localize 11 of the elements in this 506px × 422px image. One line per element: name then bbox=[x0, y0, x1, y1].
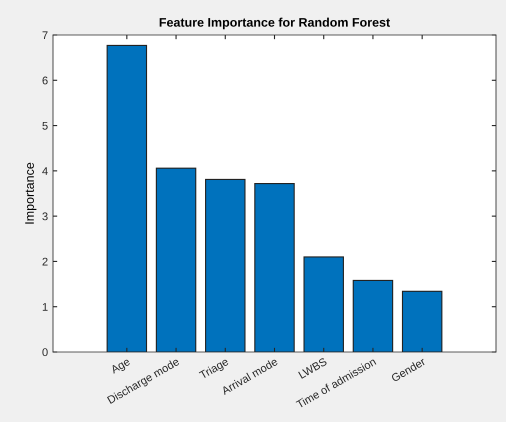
y-tick-label: 5 bbox=[42, 122, 48, 130]
y-tick-label: 3 bbox=[42, 212, 48, 220]
y-tick-label: 7 bbox=[42, 31, 48, 40]
chart-title: Feature Importance for Random Forest bbox=[160, 18, 390, 30]
y-tick-label: 2 bbox=[42, 258, 48, 266]
y-tick-label: 1 bbox=[42, 303, 48, 311]
y-tick-label: 0 bbox=[42, 348, 48, 356]
y-tick-label: 6 bbox=[42, 76, 48, 84]
y-tick-label: 4 bbox=[42, 167, 48, 175]
y-axis-title: Importance bbox=[25, 162, 36, 224]
x-tick-label: Age bbox=[110, 357, 132, 376]
